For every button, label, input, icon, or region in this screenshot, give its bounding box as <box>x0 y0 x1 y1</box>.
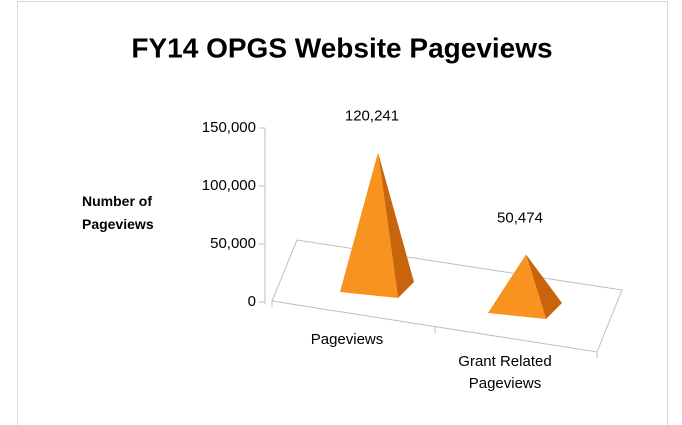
x-tick-label: Pageviews <box>310 331 384 348</box>
floor <box>271 239 623 353</box>
pyramid-left-face <box>340 152 398 298</box>
pyramid-right-face <box>526 254 562 319</box>
chart-title: FY14 OPGS Website Pageviews <box>131 32 552 63</box>
pyramid-right-face <box>378 152 414 298</box>
data-label: 120,241 <box>345 107 399 124</box>
data-label: 50,474 <box>497 209 543 226</box>
y-tick-label: 100,000 <box>202 177 256 194</box>
y-tick-label: 50,000 <box>210 235 256 252</box>
chart-frame <box>17 1 668 425</box>
y-axis-label: Number of Pageviews <box>82 193 154 232</box>
x-tick-label: Grant Related Pageviews <box>458 353 552 392</box>
y-tick-label: 150,000 <box>202 119 256 136</box>
pyramid-left-face <box>488 254 546 319</box>
y-tick-label: 0 <box>248 293 256 310</box>
